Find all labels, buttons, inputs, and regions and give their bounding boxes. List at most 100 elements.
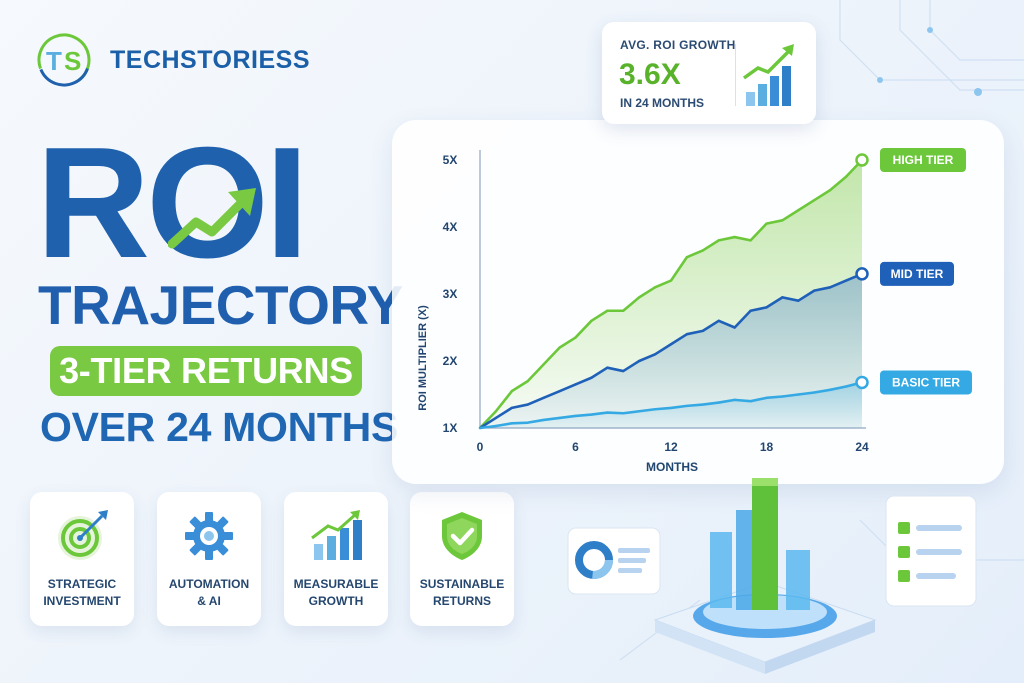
data-point xyxy=(797,299,800,302)
data-point xyxy=(558,416,561,420)
data-point xyxy=(685,333,689,336)
data-point xyxy=(606,366,609,369)
svg-text:S: S xyxy=(64,46,81,76)
data-point xyxy=(797,393,800,396)
feature-card-strategic: STRATEGIC INVESTMENT xyxy=(30,492,134,626)
data-point xyxy=(542,363,545,366)
data-point xyxy=(749,400,752,403)
feature-card-measurable: MEASURABLE GROWTH xyxy=(284,492,388,626)
data-point xyxy=(558,346,561,349)
data-point xyxy=(701,249,705,252)
title-subline: OVER 24 MONTHS xyxy=(40,404,399,450)
data-point xyxy=(765,396,768,400)
feature-label: MEASURABLE GROWTH xyxy=(293,577,379,609)
data-point xyxy=(813,289,816,292)
x-tick-label: 18 xyxy=(760,440,774,454)
y-tick-label: 2X xyxy=(443,354,458,368)
x-tick-label: 12 xyxy=(664,440,678,454)
data-point xyxy=(733,326,736,329)
series-label-pill xyxy=(880,261,954,286)
data-point xyxy=(653,408,657,411)
feature-card-automation: AUTOMATION & AI xyxy=(157,492,261,626)
donut-card-icon xyxy=(567,527,661,595)
data-point xyxy=(749,309,752,312)
data-point xyxy=(637,296,641,299)
data-point xyxy=(558,389,561,393)
data-point xyxy=(765,306,768,309)
title-trajectory: TRAJECTORY xyxy=(38,274,403,336)
data-point xyxy=(781,395,784,398)
data-point xyxy=(717,401,720,404)
feature-card-sustainable: SUSTAINABLE RETURNS xyxy=(410,492,514,626)
data-point xyxy=(781,219,784,222)
series-label: MID TIER xyxy=(891,267,944,281)
data-point xyxy=(717,319,720,322)
area-1 xyxy=(480,273,862,428)
roi-chart: 1X 2X 3X 4X 5X 0 6 12 18 24 HIGH TIER MID TIER BASI… xyxy=(417,148,972,474)
y-tick-label: 1X xyxy=(443,421,458,435)
bar-growth-icon xyxy=(742,44,794,106)
svg-text:T: T xyxy=(46,46,62,76)
data-point xyxy=(622,369,625,373)
series-label-pill xyxy=(880,370,972,395)
data-point xyxy=(590,413,593,416)
data-point xyxy=(637,359,641,363)
dashboard-illustration xyxy=(567,478,977,674)
feature-label: AUTOMATION & AI xyxy=(168,577,250,609)
data-point xyxy=(510,422,514,425)
checklist-card-icon xyxy=(885,495,977,607)
data-point xyxy=(526,379,529,383)
y-tick-label: 3X xyxy=(443,287,458,301)
feature-label: STRATEGIC INVESTMENT xyxy=(43,577,121,609)
data-point xyxy=(844,175,848,178)
brand-logo: T S TECHSTORIESS xyxy=(36,32,310,88)
series-label: HIGH TIER xyxy=(893,153,954,167)
data-point xyxy=(606,309,609,312)
data-point xyxy=(781,296,784,299)
data-point xyxy=(701,329,705,333)
x-tick-label: 6 xyxy=(572,440,579,454)
data-point xyxy=(844,279,848,282)
data-point xyxy=(733,398,736,402)
data-point xyxy=(590,376,593,379)
brand-name: TECHSTORIESS xyxy=(110,45,311,74)
data-point xyxy=(813,391,816,394)
data-point xyxy=(669,279,673,282)
feature-label: SUSTAINABLE RETURNS xyxy=(419,577,505,609)
x-axis-label: MONTHS xyxy=(646,460,698,474)
y-tick-label: 4X xyxy=(443,220,458,234)
title-roi: ROI xyxy=(36,115,309,291)
y-axis-label: ROI MULTIPLIER (X) xyxy=(417,305,429,411)
data-point xyxy=(526,421,529,424)
data-point xyxy=(542,418,545,422)
x-tick-label: 0 xyxy=(477,440,484,454)
data-point xyxy=(653,353,657,356)
series-label-pill xyxy=(880,148,966,172)
data-point xyxy=(653,286,657,289)
3d-bar-platform-icon xyxy=(653,478,877,674)
end-marker xyxy=(855,153,869,167)
data-point xyxy=(828,286,832,289)
data-point xyxy=(828,188,832,192)
data-point xyxy=(622,309,625,312)
stat-divider xyxy=(735,44,736,106)
data-point xyxy=(733,235,736,239)
data-point xyxy=(749,239,752,242)
y-tick-label: 5X xyxy=(443,153,458,167)
data-point xyxy=(606,411,609,414)
data-point xyxy=(813,199,816,202)
stat-card: AVG. ROI GROWTH 3.6X IN 24 MONTHS xyxy=(602,22,816,124)
data-point xyxy=(669,406,673,410)
data-point xyxy=(669,343,673,346)
stat-sub: IN 24 MONTHS xyxy=(620,96,705,110)
data-point xyxy=(622,412,625,415)
data-point xyxy=(574,414,577,418)
data-point xyxy=(494,424,498,428)
series-label: BASIC TIER xyxy=(892,375,960,389)
gear-icon xyxy=(185,512,233,560)
data-point xyxy=(574,336,577,339)
ts-logo-icon: T S xyxy=(37,33,91,87)
data-point xyxy=(526,403,529,406)
data-point xyxy=(574,383,577,386)
bar-chart-icon xyxy=(311,510,362,560)
